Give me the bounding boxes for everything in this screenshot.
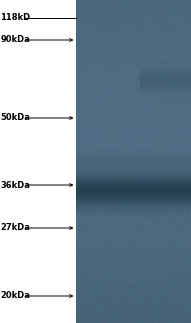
Text: 20kDa: 20kDa — [1, 291, 30, 300]
Text: 27kDa: 27kDa — [1, 224, 30, 233]
Text: 36kDa: 36kDa — [1, 181, 30, 190]
Text: 118kD: 118kD — [1, 14, 31, 23]
Text: 50kDa: 50kDa — [1, 113, 30, 122]
Text: 90kDa: 90kDa — [1, 36, 30, 45]
